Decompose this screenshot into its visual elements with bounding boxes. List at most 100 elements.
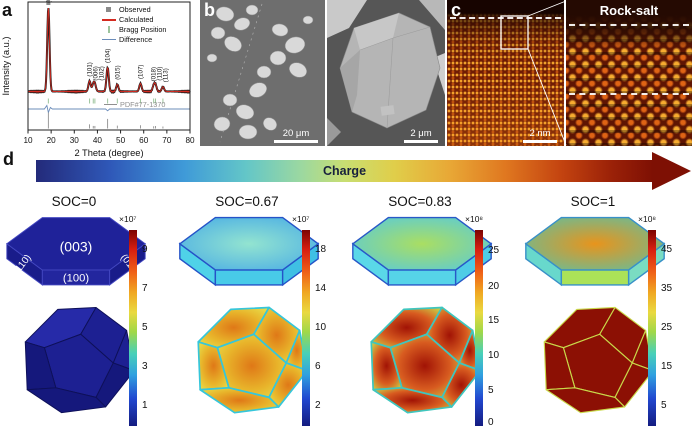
- colorbar-tick: 0: [488, 417, 494, 428]
- pdf-reference-label: PDF#77-1370: [120, 100, 166, 109]
- soc-column-2: SOC=0.83: [346, 192, 519, 434]
- polyhedron-soc0: [24, 307, 135, 414]
- rock-salt-annotation: Rock-salt: [599, 3, 659, 18]
- colorbar-tick: 14: [315, 283, 327, 294]
- polyhedron-soc067: [197, 306, 309, 414]
- colorbar-tick: 7: [142, 283, 148, 294]
- panel-a-xrd: a (003)(101)(006)(102)(104)(015)(107)(01…: [0, 0, 200, 162]
- colorbar-tick: 5: [142, 322, 148, 333]
- colorbar-gradient: [129, 230, 137, 426]
- colorbar-tick: 3: [142, 361, 148, 372]
- y-axis-label: Intensity (a.u.): [1, 37, 11, 96]
- colorbar-soc083: ×10⁸ 25 20 15 10 5 0: [465, 214, 513, 430]
- x-tick-label: 40: [93, 136, 103, 145]
- colorbar-tick: 5: [661, 400, 667, 411]
- peak-hkl-label: (018): [151, 67, 158, 81]
- surface-dashed-line: [450, 17, 561, 19]
- x-axis-label: 2 Theta (degree): [74, 148, 143, 158]
- scale-bar-line: [404, 140, 438, 143]
- scale-bar-2um: 2 μm: [404, 128, 438, 143]
- sem-image-overview: b 20 μm: [200, 0, 325, 146]
- peak-hkl-label: (101): [87, 62, 94, 76]
- colorbar-tick: 9: [142, 244, 148, 255]
- polyhedron-soc1: [543, 306, 654, 414]
- colorbar-tick: 2: [315, 400, 321, 411]
- difference-line-icon: [101, 38, 116, 41]
- sem-particle-illustration: [327, 0, 445, 146]
- pdf-line-icon: [104, 103, 117, 106]
- xrd-legend: Observed Calculated Bragg Position Diffe…: [101, 5, 196, 44]
- peak-hkl-label: (113): [163, 68, 170, 82]
- stem-image-rocksalt-zoom: Rock-salt: [566, 0, 692, 146]
- soc-label-0: SOC=0: [51, 194, 97, 209]
- sem-image-single-particle: 2 μm: [327, 0, 445, 146]
- colorbar-exponent: ×10⁸: [638, 214, 657, 224]
- peak-hkl-label: (104): [105, 49, 112, 63]
- scale-bar-2nm: 2 nm: [523, 128, 557, 143]
- colorbar-tick: 6: [315, 361, 321, 372]
- x-tick-label: 60: [139, 136, 149, 145]
- colorbar-exponent: ×10⁸: [465, 214, 484, 224]
- calculated-line-icon: [101, 18, 116, 21]
- legend-calculated-label: Calculated: [119, 15, 154, 24]
- colorbar-tick: 25: [488, 245, 500, 256]
- x-tick-label: 20: [47, 136, 57, 145]
- legend-difference-label: Difference: [119, 35, 153, 44]
- colorbar-tick: 35: [661, 283, 673, 294]
- layer-boundary-dashed-line: [569, 93, 689, 95]
- colorbar-tick: 15: [661, 361, 673, 372]
- colorbar-soc1: ×10⁸ 45 35 25 15 5: [638, 214, 686, 430]
- colorbar-gradient: [648, 230, 656, 426]
- scale-bar-line: [274, 140, 318, 143]
- legend-difference: Difference: [101, 35, 196, 44]
- soc-column-1: SOC=0.67: [173, 192, 346, 434]
- colorbar-gradient: [302, 230, 310, 426]
- colorbar-tick: 10: [315, 322, 327, 333]
- panel-a-label: a: [2, 0, 13, 20]
- legend-bragg-label: Bragg Position: [119, 25, 167, 34]
- xrd-calculated-curve: [27, 8, 191, 93]
- polyhedron-soc083: [370, 306, 482, 414]
- colorbar-gradient: [475, 230, 483, 426]
- colorbar-soc067: ×10⁷ 18 14 10 6 2: [292, 214, 340, 430]
- peak-hkl-label: (006): [93, 66, 100, 80]
- colorbar-soc0: ×10⁷ 9 7 5 3 1: [119, 214, 167, 430]
- observed-marker: [46, 1, 51, 5]
- charge-arrowhead-icon: [652, 152, 691, 190]
- scale-bar-20um: 20 μm: [274, 128, 318, 143]
- x-tick-label: 70: [162, 136, 172, 145]
- colorbar-tick: 18: [315, 244, 327, 255]
- legend-observed-label: Observed: [119, 5, 151, 14]
- colorbar-tick: 45: [661, 244, 673, 255]
- x-tick-label: 10: [23, 136, 33, 145]
- difference-line: [28, 104, 190, 115]
- pdf-reference-legend: PDF#77-1370: [104, 100, 196, 109]
- colorbar-tick: 10: [488, 350, 500, 361]
- colorbar-exponent: ×10⁷: [292, 214, 310, 224]
- hexagonal-platelet-soc083: [351, 216, 493, 287]
- legend-observed: Observed: [101, 5, 196, 14]
- x-tick-label: 50: [116, 136, 126, 145]
- soc-column-0: SOC=0 (003) (110) (100) (010): [0, 192, 173, 434]
- soc-label-3: SOC=1: [570, 194, 616, 209]
- plot-frame: [27, 1, 191, 131]
- sem-particles-illustration: [206, 3, 314, 143]
- colorbar-tick: 25: [661, 322, 673, 333]
- legend-bragg: Bragg Position: [101, 25, 196, 34]
- legend-calculated: Calculated: [101, 15, 196, 24]
- charge-arrow-label: Charge: [322, 164, 367, 178]
- panel-b-label: b: [204, 0, 215, 20]
- panel-d-label: d: [3, 149, 14, 169]
- panel-c-label: c: [451, 0, 462, 20]
- scale-bar-line: [523, 140, 557, 143]
- colorbar-exponent: ×10⁷: [119, 214, 137, 224]
- soc-label-2: SOC=0.83: [388, 194, 452, 209]
- observed-marker-icon: [106, 7, 111, 12]
- bragg-tick-icon: [107, 26, 110, 33]
- colorbar-tick: 15: [488, 315, 500, 326]
- peak-hkl-label: (110): [157, 67, 164, 81]
- face-label-003: (003): [60, 238, 93, 254]
- peak-hkl-label: (102): [99, 66, 106, 80]
- peak-hkl-label: (015): [114, 65, 121, 79]
